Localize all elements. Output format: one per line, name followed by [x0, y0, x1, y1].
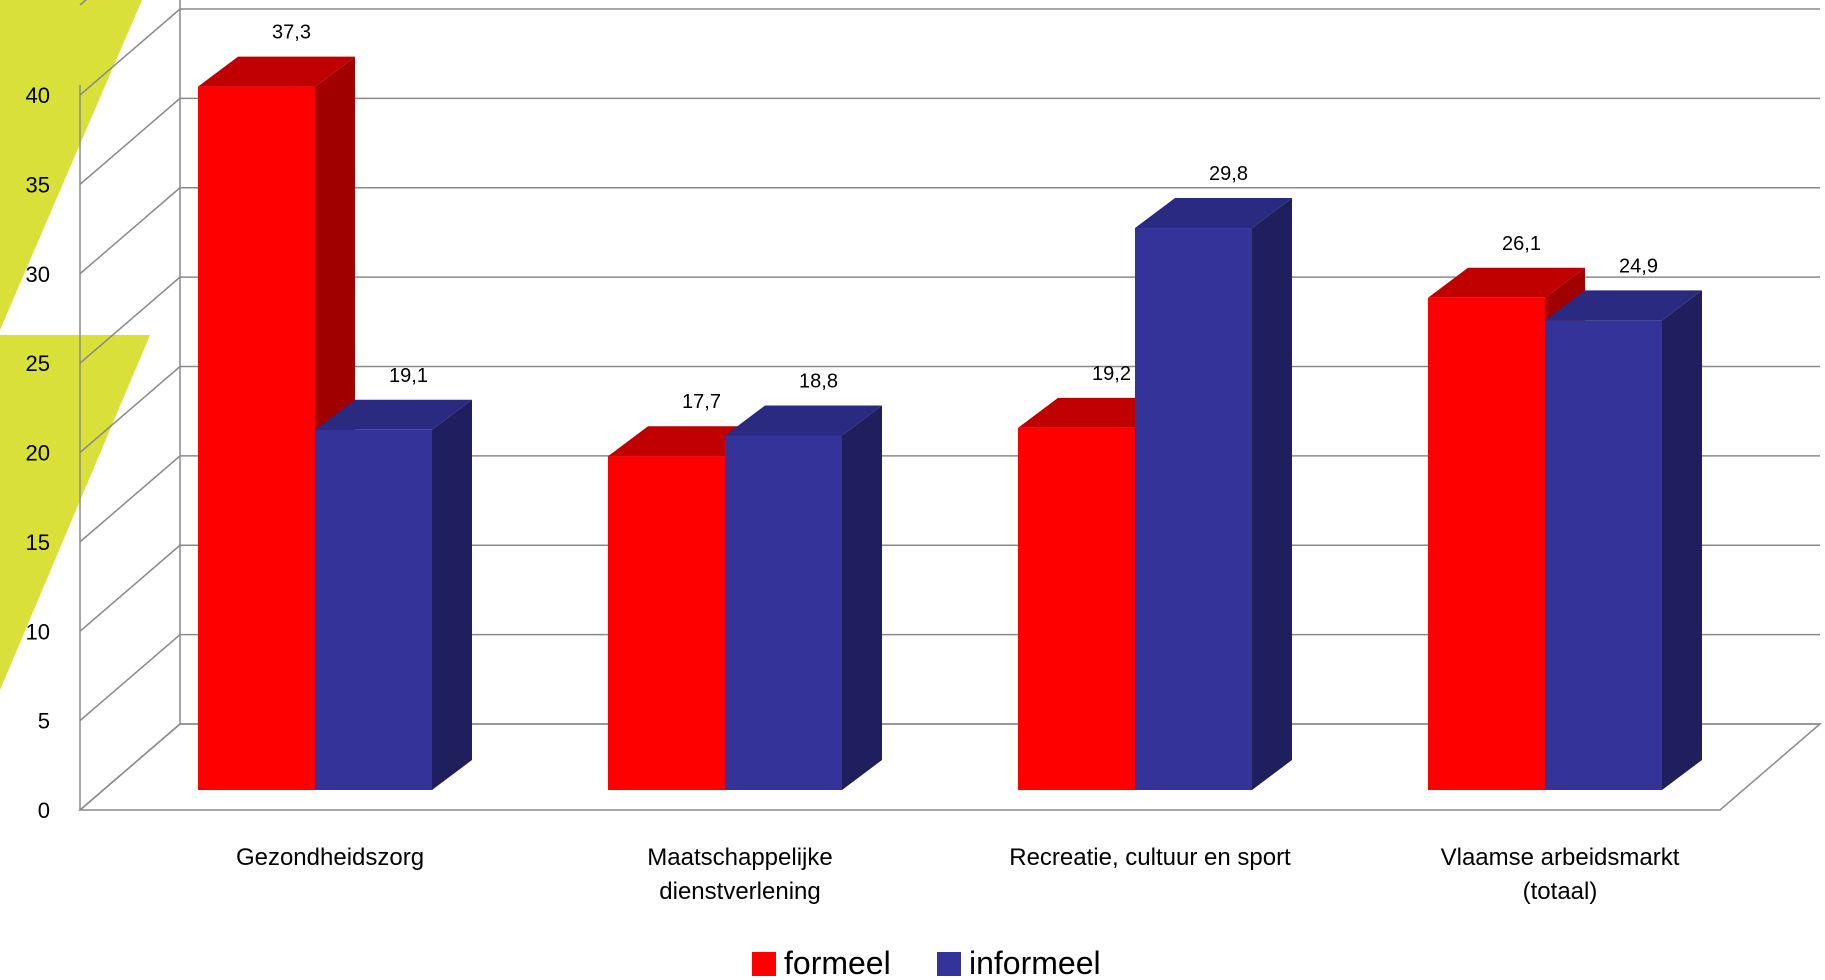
- legend-item-formeel: formeel: [752, 945, 891, 980]
- category-label: Gezondheidszorg: [236, 844, 424, 871]
- y-tick-label: 15: [26, 530, 50, 555]
- y-tick-label: 35: [26, 172, 50, 197]
- swoosh-upper: [0, 0, 142, 330]
- grid-line-side: [79, 276, 181, 364]
- data-label: 17,7: [682, 391, 721, 413]
- bar-top-face: [1428, 267, 1585, 298]
- data-label: 24,9: [1619, 255, 1658, 277]
- category-label-line: Maatschappelijke: [647, 844, 832, 871]
- data-label: 18,8: [799, 370, 838, 392]
- bar-front-face: [1428, 297, 1545, 790]
- bar-side-face: [1662, 290, 1702, 790]
- category-label-line: dienstverlening: [659, 878, 820, 905]
- data-label: 37,3: [272, 22, 311, 44]
- category-label-line: Vlaamse arbeidsmarkt: [1441, 844, 1680, 871]
- chart-bars: [198, 56, 1702, 791]
- swoosh-lower: [0, 335, 150, 690]
- chart-legend: formeel informeel: [752, 945, 1101, 980]
- legend-item-informeel: informeel: [937, 945, 1101, 980]
- category-label-line: Gezondheidszorg: [236, 844, 424, 871]
- bar-top-face: [198, 56, 355, 87]
- grid-line-side: [79, 544, 181, 632]
- bar-top-face: [1135, 198, 1292, 229]
- chart-floor: [77, 723, 1823, 811]
- grid-line-side: [79, 8, 181, 96]
- bar-top-face: [725, 405, 882, 436]
- bar-top-face: [315, 399, 472, 430]
- category-label: Recreatie, cultuur en sport: [1009, 844, 1291, 871]
- grid-line-side: [79, 455, 181, 543]
- y-tick-label: 10: [26, 619, 50, 644]
- y-tick-label: 25: [26, 351, 50, 376]
- category-label-line: (totaal): [1523, 878, 1598, 905]
- y-axis: 0 5 10 15 20 25 30 35 40: [26, 83, 50, 823]
- bar-side-face: [1252, 198, 1292, 790]
- grid-line-side: [79, 634, 181, 722]
- bar-front-face: [1018, 427, 1135, 790]
- bar-top-face: [1545, 290, 1702, 321]
- data-labels: 37,3 19,1 17,7 18,8 19,2 29,8 26,1 24,9: [272, 22, 1658, 414]
- bar-front-face: [608, 456, 725, 790]
- bar-informeel: [315, 399, 472, 790]
- grid-line-side: [79, 97, 181, 185]
- bar-side-face: [842, 405, 882, 790]
- grid-line-side: [79, 187, 181, 275]
- x-axis: Gezondheidszorg Maatschappelijke dienstver…: [236, 844, 1680, 905]
- bar-informeel: [1135, 198, 1292, 790]
- data-label: 19,1: [389, 365, 428, 387]
- y-tick-label: 40: [26, 83, 50, 108]
- bar-front-face: [1545, 320, 1662, 790]
- legend-label: informeel: [969, 945, 1101, 980]
- category-label-line: Recreatie, cultuur en sport: [1009, 844, 1291, 871]
- legend-swatch: [752, 952, 776, 976]
- bar-front-face: [198, 86, 315, 791]
- bar-front-face: [1135, 228, 1252, 790]
- data-label: 26,1: [1502, 233, 1541, 255]
- data-label: 29,8: [1209, 163, 1248, 185]
- y-tick-label: 30: [26, 262, 50, 287]
- category-label: Vlaamse arbeidsmarkt (totaal): [1441, 844, 1680, 905]
- y-tick-label: 20: [26, 441, 50, 466]
- legend-swatch: [937, 952, 961, 976]
- bar-informeel: [1545, 290, 1702, 790]
- y-tick-label: 0: [38, 798, 50, 823]
- grid-line-side: [79, 365, 181, 454]
- category-label: Maatschappelijke dienstverlening: [647, 844, 832, 905]
- legend-label: formeel: [784, 945, 891, 980]
- data-label: 19,2: [1092, 363, 1131, 385]
- y-tick-label: 5: [38, 709, 50, 734]
- bar-front-face: [315, 429, 432, 790]
- bar-side-face: [432, 399, 472, 790]
- decorative-swoosh: [0, 0, 150, 690]
- bar-informeel: [725, 405, 882, 790]
- bar-formeel: [198, 56, 355, 791]
- bar-front-face: [725, 435, 842, 790]
